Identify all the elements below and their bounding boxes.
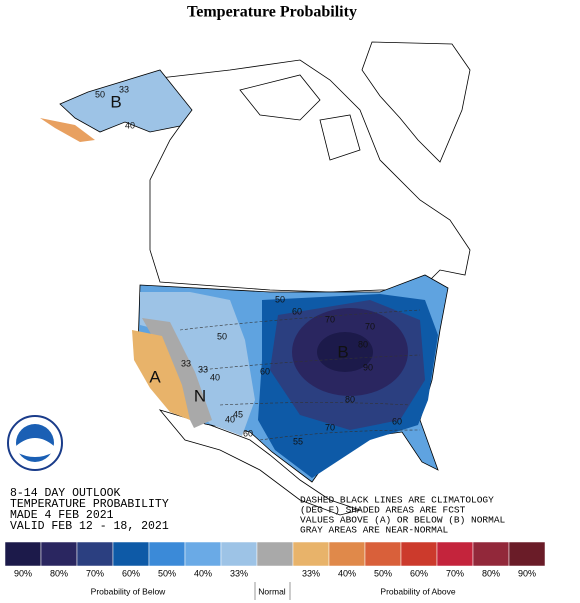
map-label: 50 bbox=[217, 331, 227, 341]
map-label: 40 bbox=[210, 372, 220, 382]
note-line: VALUES ABOVE (A) OR BELOW (B) NORMAL bbox=[300, 515, 506, 526]
noaa-logo bbox=[7, 415, 63, 471]
legend-swatch bbox=[472, 541, 510, 567]
legend-label: 33% bbox=[230, 568, 248, 578]
legend-swatch bbox=[292, 541, 330, 567]
legend-label: 33% bbox=[302, 568, 320, 578]
legend-swatch bbox=[508, 541, 546, 567]
legend-label: 80% bbox=[482, 568, 500, 578]
legend-swatch bbox=[148, 541, 186, 567]
below-90 bbox=[317, 332, 373, 372]
note-line: GRAY AREAS ARE NEAR-NORMAL bbox=[300, 525, 449, 536]
map-label: 60 bbox=[292, 306, 302, 316]
alaska-peninsula bbox=[40, 118, 95, 142]
legend-swatch bbox=[184, 541, 222, 567]
map-label: 60 bbox=[243, 428, 253, 438]
footer-above: Probability of Above bbox=[380, 586, 455, 596]
info-line: TEMPERATURE PROBABILITY bbox=[10, 498, 169, 511]
legend-label: 60% bbox=[410, 568, 428, 578]
alaska bbox=[59, 69, 193, 133]
legend-swatch bbox=[364, 541, 402, 567]
legend-label: 50% bbox=[158, 568, 176, 578]
map-label: 40 bbox=[225, 414, 235, 424]
climatology-lines bbox=[179, 309, 421, 441]
map-label: B bbox=[337, 342, 348, 361]
canada bbox=[149, 59, 471, 293]
map-label: 70 bbox=[325, 314, 335, 324]
legend-label: 70% bbox=[86, 568, 104, 578]
legend-label: 60% bbox=[122, 568, 140, 578]
map-label: 50 bbox=[275, 294, 285, 304]
map-label: 90 bbox=[363, 362, 373, 372]
legend-swatch bbox=[112, 541, 150, 567]
map-label: 80 bbox=[345, 394, 355, 404]
map-label: A bbox=[149, 367, 161, 386]
greenland bbox=[361, 41, 471, 163]
info-line: MADE 4 FEB 2021 bbox=[10, 509, 114, 522]
arctic-islands bbox=[239, 74, 361, 161]
map-label: 80 bbox=[358, 339, 368, 349]
map-label: 70 bbox=[325, 422, 335, 432]
legend-label: 90% bbox=[518, 568, 536, 578]
map-label: 40 bbox=[125, 120, 135, 130]
map-label: 60 bbox=[392, 416, 402, 426]
title: Temperature Probability bbox=[187, 4, 357, 21]
info-line: VALID FEB 12 - 18, 2021 bbox=[10, 520, 169, 533]
legend-swatch bbox=[436, 541, 474, 567]
legend-swatch bbox=[220, 541, 258, 567]
info-line: 8-14 DAY OUTLOOK bbox=[10, 487, 121, 500]
legend-swatch bbox=[40, 541, 78, 567]
legend-swatch bbox=[76, 541, 114, 567]
legend-label: 80% bbox=[50, 568, 68, 578]
legend-swatch bbox=[328, 541, 366, 567]
footer-below: Probability of Below bbox=[91, 586, 167, 596]
map-label: B bbox=[110, 92, 121, 111]
map-label: 70 bbox=[365, 321, 375, 331]
note-line: DASHED BLACK LINES ARE CLIMATOLOGY bbox=[300, 495, 494, 506]
legend-swatch bbox=[400, 541, 438, 567]
mexico bbox=[158, 409, 362, 516]
footer-normal: Normal bbox=[258, 586, 286, 596]
legend-label: 40% bbox=[338, 568, 356, 578]
map-label: 33 bbox=[198, 364, 208, 374]
map-label: 33 bbox=[119, 84, 129, 94]
legend-swatch bbox=[256, 541, 294, 567]
map-label: 45 bbox=[233, 409, 243, 419]
map-label: 55 bbox=[293, 436, 303, 446]
map-label: 60 bbox=[260, 366, 270, 376]
map-label: N bbox=[194, 386, 206, 405]
map-label: 50 bbox=[95, 89, 105, 99]
above-normal bbox=[132, 330, 190, 420]
legend-swatch bbox=[4, 541, 42, 567]
legend-label: 70% bbox=[446, 568, 464, 578]
land bbox=[40, 41, 471, 516]
map-label: 33 bbox=[181, 358, 191, 368]
legend-label: 50% bbox=[374, 568, 392, 578]
note-line: (DEG F) SHADED AREAS ARE FCST bbox=[300, 505, 466, 516]
legend-label: 40% bbox=[194, 568, 212, 578]
legend-label: 90% bbox=[14, 568, 32, 578]
